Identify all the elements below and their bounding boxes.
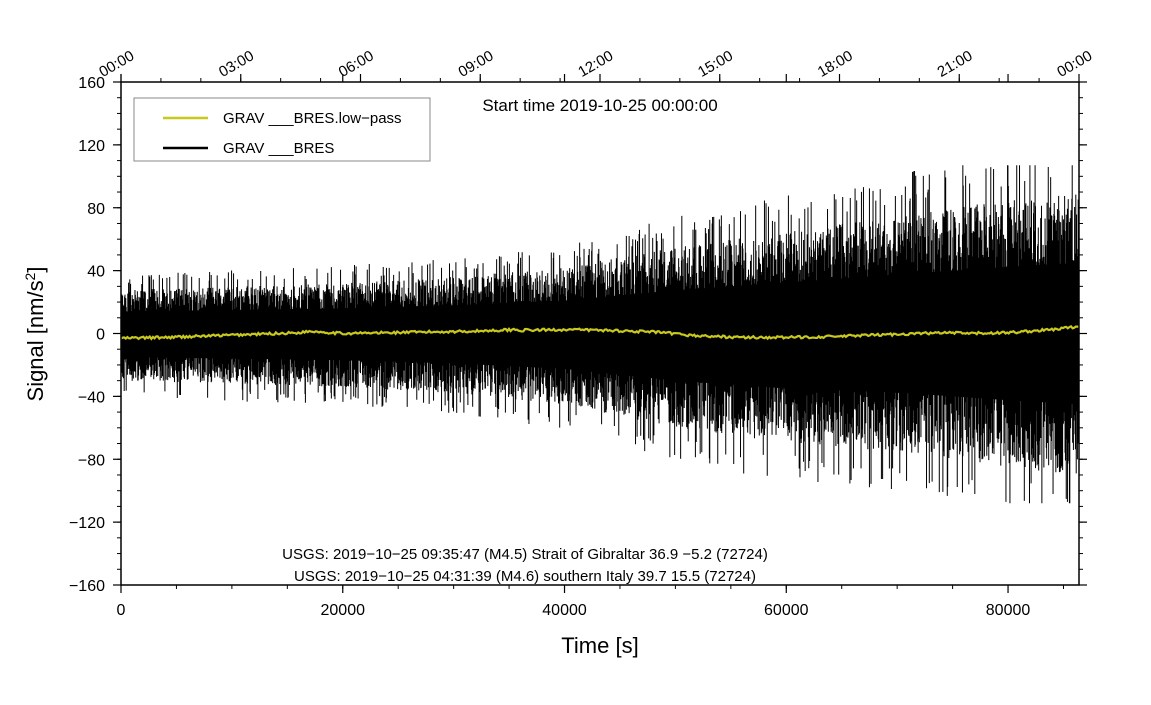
annotation-event-1: USGS: 2019−10−25 09:35:47 (M4.5) Strait … <box>282 546 768 563</box>
legend-label-lowpass: GRAV ___BRES.low−pass <box>223 110 402 127</box>
x-tick-label: 20000 <box>321 602 366 619</box>
y-tick-label: −80 <box>78 452 105 469</box>
top-axis-label: 00:00 <box>1054 47 1095 80</box>
x-tick-label: 40000 <box>542 602 587 619</box>
lowpass-layer <box>120 324 1080 341</box>
ticks-layer <box>113 74 1087 593</box>
y-tick-label: −120 <box>69 515 105 532</box>
y-tick-label: 0 <box>96 327 105 344</box>
series-raw-core <box>121 262 1079 405</box>
y-tick-label: 40 <box>87 264 105 281</box>
y-axis-title-main: Signal [nm/s <box>23 280 48 401</box>
legend-label-raw: GRAV ___BRES <box>223 140 334 157</box>
top-axis-label: 03:00 <box>216 47 257 80</box>
series-lowpass-line <box>120 324 1080 341</box>
y-axis-title-sup: 2 <box>22 272 38 280</box>
x-tick-label: 0 <box>117 602 126 619</box>
top-axis-label: 09:00 <box>455 47 496 80</box>
x-tick-label: 80000 <box>986 602 1031 619</box>
legend-box <box>133 97 431 162</box>
y-tick-label: −160 <box>69 578 105 595</box>
start-time-label: Start time 2019-10-25 00:00:00 <box>482 96 717 115</box>
y-axis-title-close: ] <box>23 267 48 273</box>
legend: GRAV ___BRES.low−pass GRAV ___BRES <box>133 97 431 162</box>
y-tick-label: 160 <box>78 75 105 92</box>
y-tick-label: −40 <box>78 389 105 406</box>
top-axis-label: 21:00 <box>934 47 975 80</box>
top-axis-label: 06:00 <box>336 47 377 80</box>
x-tick-label: 60000 <box>764 602 809 619</box>
y-tick-label: 120 <box>78 138 105 155</box>
annotation-event-2: USGS: 2019−10−25 04:31:39 (M4.6) souther… <box>294 568 756 585</box>
y-axis-title: Signal [nm/s2] <box>22 267 48 402</box>
top-axis-label: 12:00 <box>575 47 616 80</box>
x-axis-title: Time [s] <box>561 633 638 658</box>
top-axis-label: 18:00 <box>815 47 856 80</box>
top-axis-label: 15:00 <box>695 47 736 80</box>
y-tick-label: 80 <box>87 201 105 218</box>
